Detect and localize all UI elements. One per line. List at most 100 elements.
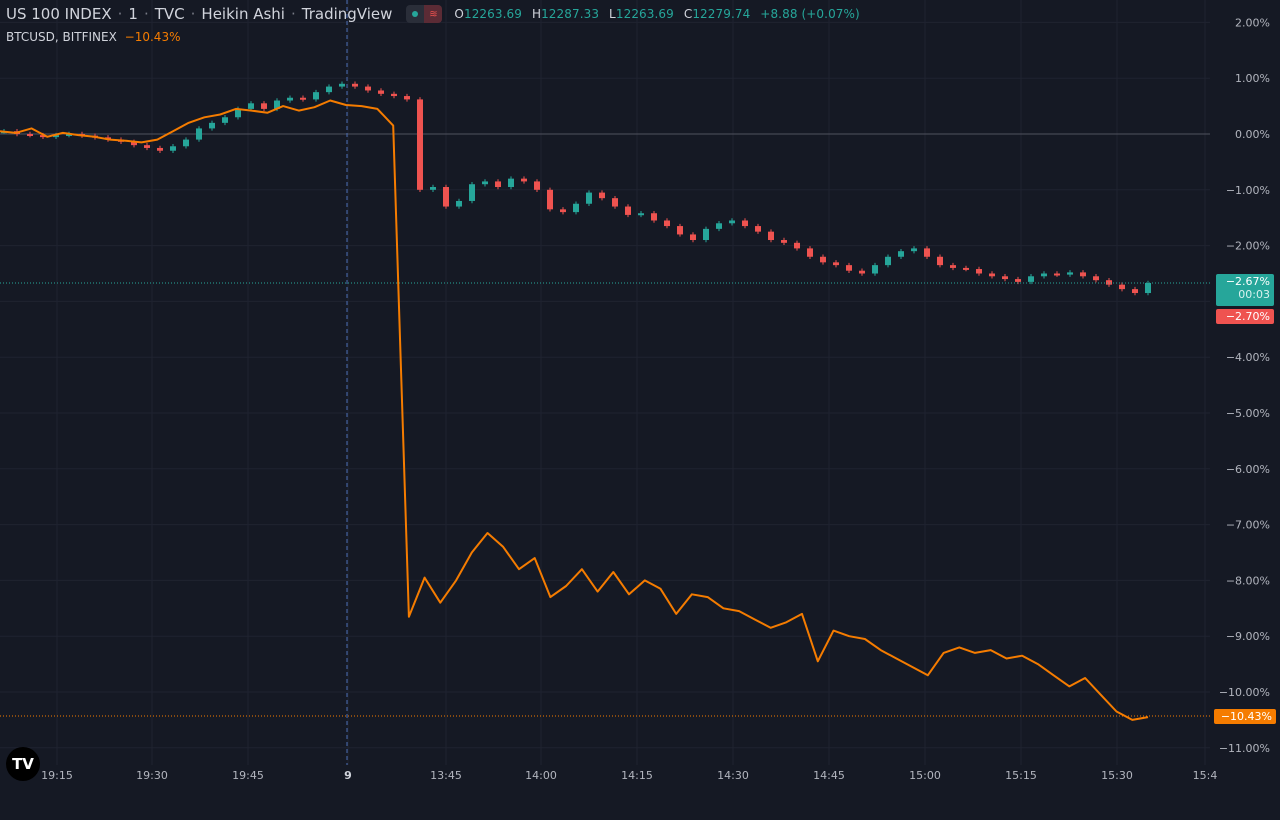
compare-change: −10.43% [124, 30, 181, 44]
candle-body [183, 139, 189, 147]
close-value: 12279.74 [692, 7, 751, 21]
candle-body [794, 242, 800, 249]
candle-body [1145, 282, 1151, 294]
symbol-name[interactable]: US 100 INDEX [6, 5, 112, 23]
candle-body [66, 134, 72, 136]
high-value: 12287.33 [541, 7, 600, 21]
x-tick-label: 19:45 [232, 769, 264, 782]
y-tick-label: 2.00% [1235, 16, 1270, 29]
y-tick-label: −6.00% [1226, 463, 1270, 476]
chart-header: US 100 INDEX · 1 · TVC · Heikin Ashi · T… [6, 5, 860, 23]
candle-body [638, 213, 644, 216]
candle-body [716, 223, 722, 229]
candle-body [469, 184, 475, 201]
candle-body [976, 269, 982, 274]
candle-body [378, 90, 384, 94]
compare-symbol[interactable]: BTCUSD, BITFINEX [6, 30, 117, 44]
y-tick-label: −8.00% [1226, 574, 1270, 587]
candle-body [859, 270, 865, 274]
candle-body [924, 248, 930, 257]
x-tick-label: 15:30 [1101, 769, 1133, 782]
compare-legend[interactable]: BTCUSD, BITFINEX −10.43% [6, 30, 180, 44]
source-label: TradingView [301, 5, 393, 23]
candle-body [1093, 276, 1099, 281]
low-value: 12263.69 [615, 7, 674, 21]
candle-body [1002, 276, 1008, 280]
candle-body [287, 97, 293, 101]
candle-body [1028, 276, 1034, 282]
open-value: 12263.69 [463, 7, 523, 21]
market-status[interactable]: ≋ [406, 5, 443, 23]
candle-body [1132, 289, 1138, 294]
candle-body [599, 192, 605, 199]
candle-body [729, 220, 735, 224]
change-value: +8.88 (+0.07%) [760, 7, 860, 21]
candle-body [911, 248, 917, 252]
candle-body [651, 213, 657, 221]
y-tick-label: −1.00% [1226, 184, 1270, 197]
candle-body [521, 178, 527, 182]
y-tick-label: −10.00% [1219, 686, 1270, 699]
y-tick-label: −11.00% [1219, 742, 1270, 755]
chart-style-label[interactable]: Heikin Ashi [201, 5, 285, 23]
candle-body [1080, 272, 1086, 277]
candle-body [157, 147, 163, 151]
flag-icon[interactable]: ≋ [424, 5, 443, 23]
x-tick-label: 15:00 [909, 769, 941, 782]
exchange-label: TVC [154, 5, 185, 23]
x-tick-label: 15:4 [1193, 769, 1218, 782]
candle-body [508, 178, 514, 188]
candle-body [677, 226, 683, 235]
y-tick-label: −7.00% [1226, 519, 1270, 532]
candle-body [326, 86, 332, 93]
candle-body [560, 209, 566, 213]
main-price-value: −2.67% [1225, 275, 1270, 288]
tradingview-logo[interactable]: TV [6, 747, 40, 781]
main-prev-tag: −2.70% [1216, 309, 1274, 324]
candle-body [430, 187, 436, 190]
candle-body [950, 265, 956, 268]
x-tick-label: 15:15 [1005, 769, 1037, 782]
x-tick-label: 13:45 [430, 769, 462, 782]
compare-series-line [0, 99, 1149, 721]
candle-body [534, 181, 540, 190]
candle-body [27, 134, 33, 136]
candle-body [456, 200, 462, 207]
candle-body [235, 108, 241, 118]
y-tick-label: 0.00% [1235, 128, 1270, 141]
candle-body [612, 198, 618, 207]
candle-body [274, 100, 280, 109]
candle-body [248, 103, 254, 109]
x-tick-label: 19:15 [41, 769, 73, 782]
candle-body [664, 220, 670, 227]
candle-body [846, 265, 852, 271]
x-tick-label: 14:30 [717, 769, 749, 782]
x-tick-label: 19:30 [136, 769, 168, 782]
x-tick-label: 14:00 [525, 769, 557, 782]
candle-body [53, 135, 59, 138]
candle-body [1067, 272, 1073, 275]
candle-body [885, 256, 891, 266]
x-tick-label: 14:45 [813, 769, 845, 782]
candle-body [391, 93, 397, 97]
candle-body [404, 96, 410, 100]
candle-body [989, 273, 995, 277]
candle-body [807, 248, 813, 257]
candle-body [313, 92, 319, 100]
ohlc-values: O12263.69 H12287.33 L12263.69 C12279.74 … [454, 7, 860, 21]
candle-body [586, 192, 592, 204]
candle-body [963, 267, 969, 270]
candle-body [365, 86, 371, 91]
candle-body [1119, 284, 1125, 290]
candle-body [495, 181, 501, 188]
x-tick-label: 9 [344, 769, 352, 782]
candle-body [40, 135, 46, 138]
candle-body [872, 265, 878, 274]
interval-label[interactable]: 1 [128, 5, 138, 23]
candle-body [703, 228, 709, 241]
candle-body [1054, 273, 1060, 276]
market-open-dot-icon[interactable] [406, 5, 424, 23]
candle-body [1015, 279, 1021, 282]
candle-body [833, 262, 839, 266]
